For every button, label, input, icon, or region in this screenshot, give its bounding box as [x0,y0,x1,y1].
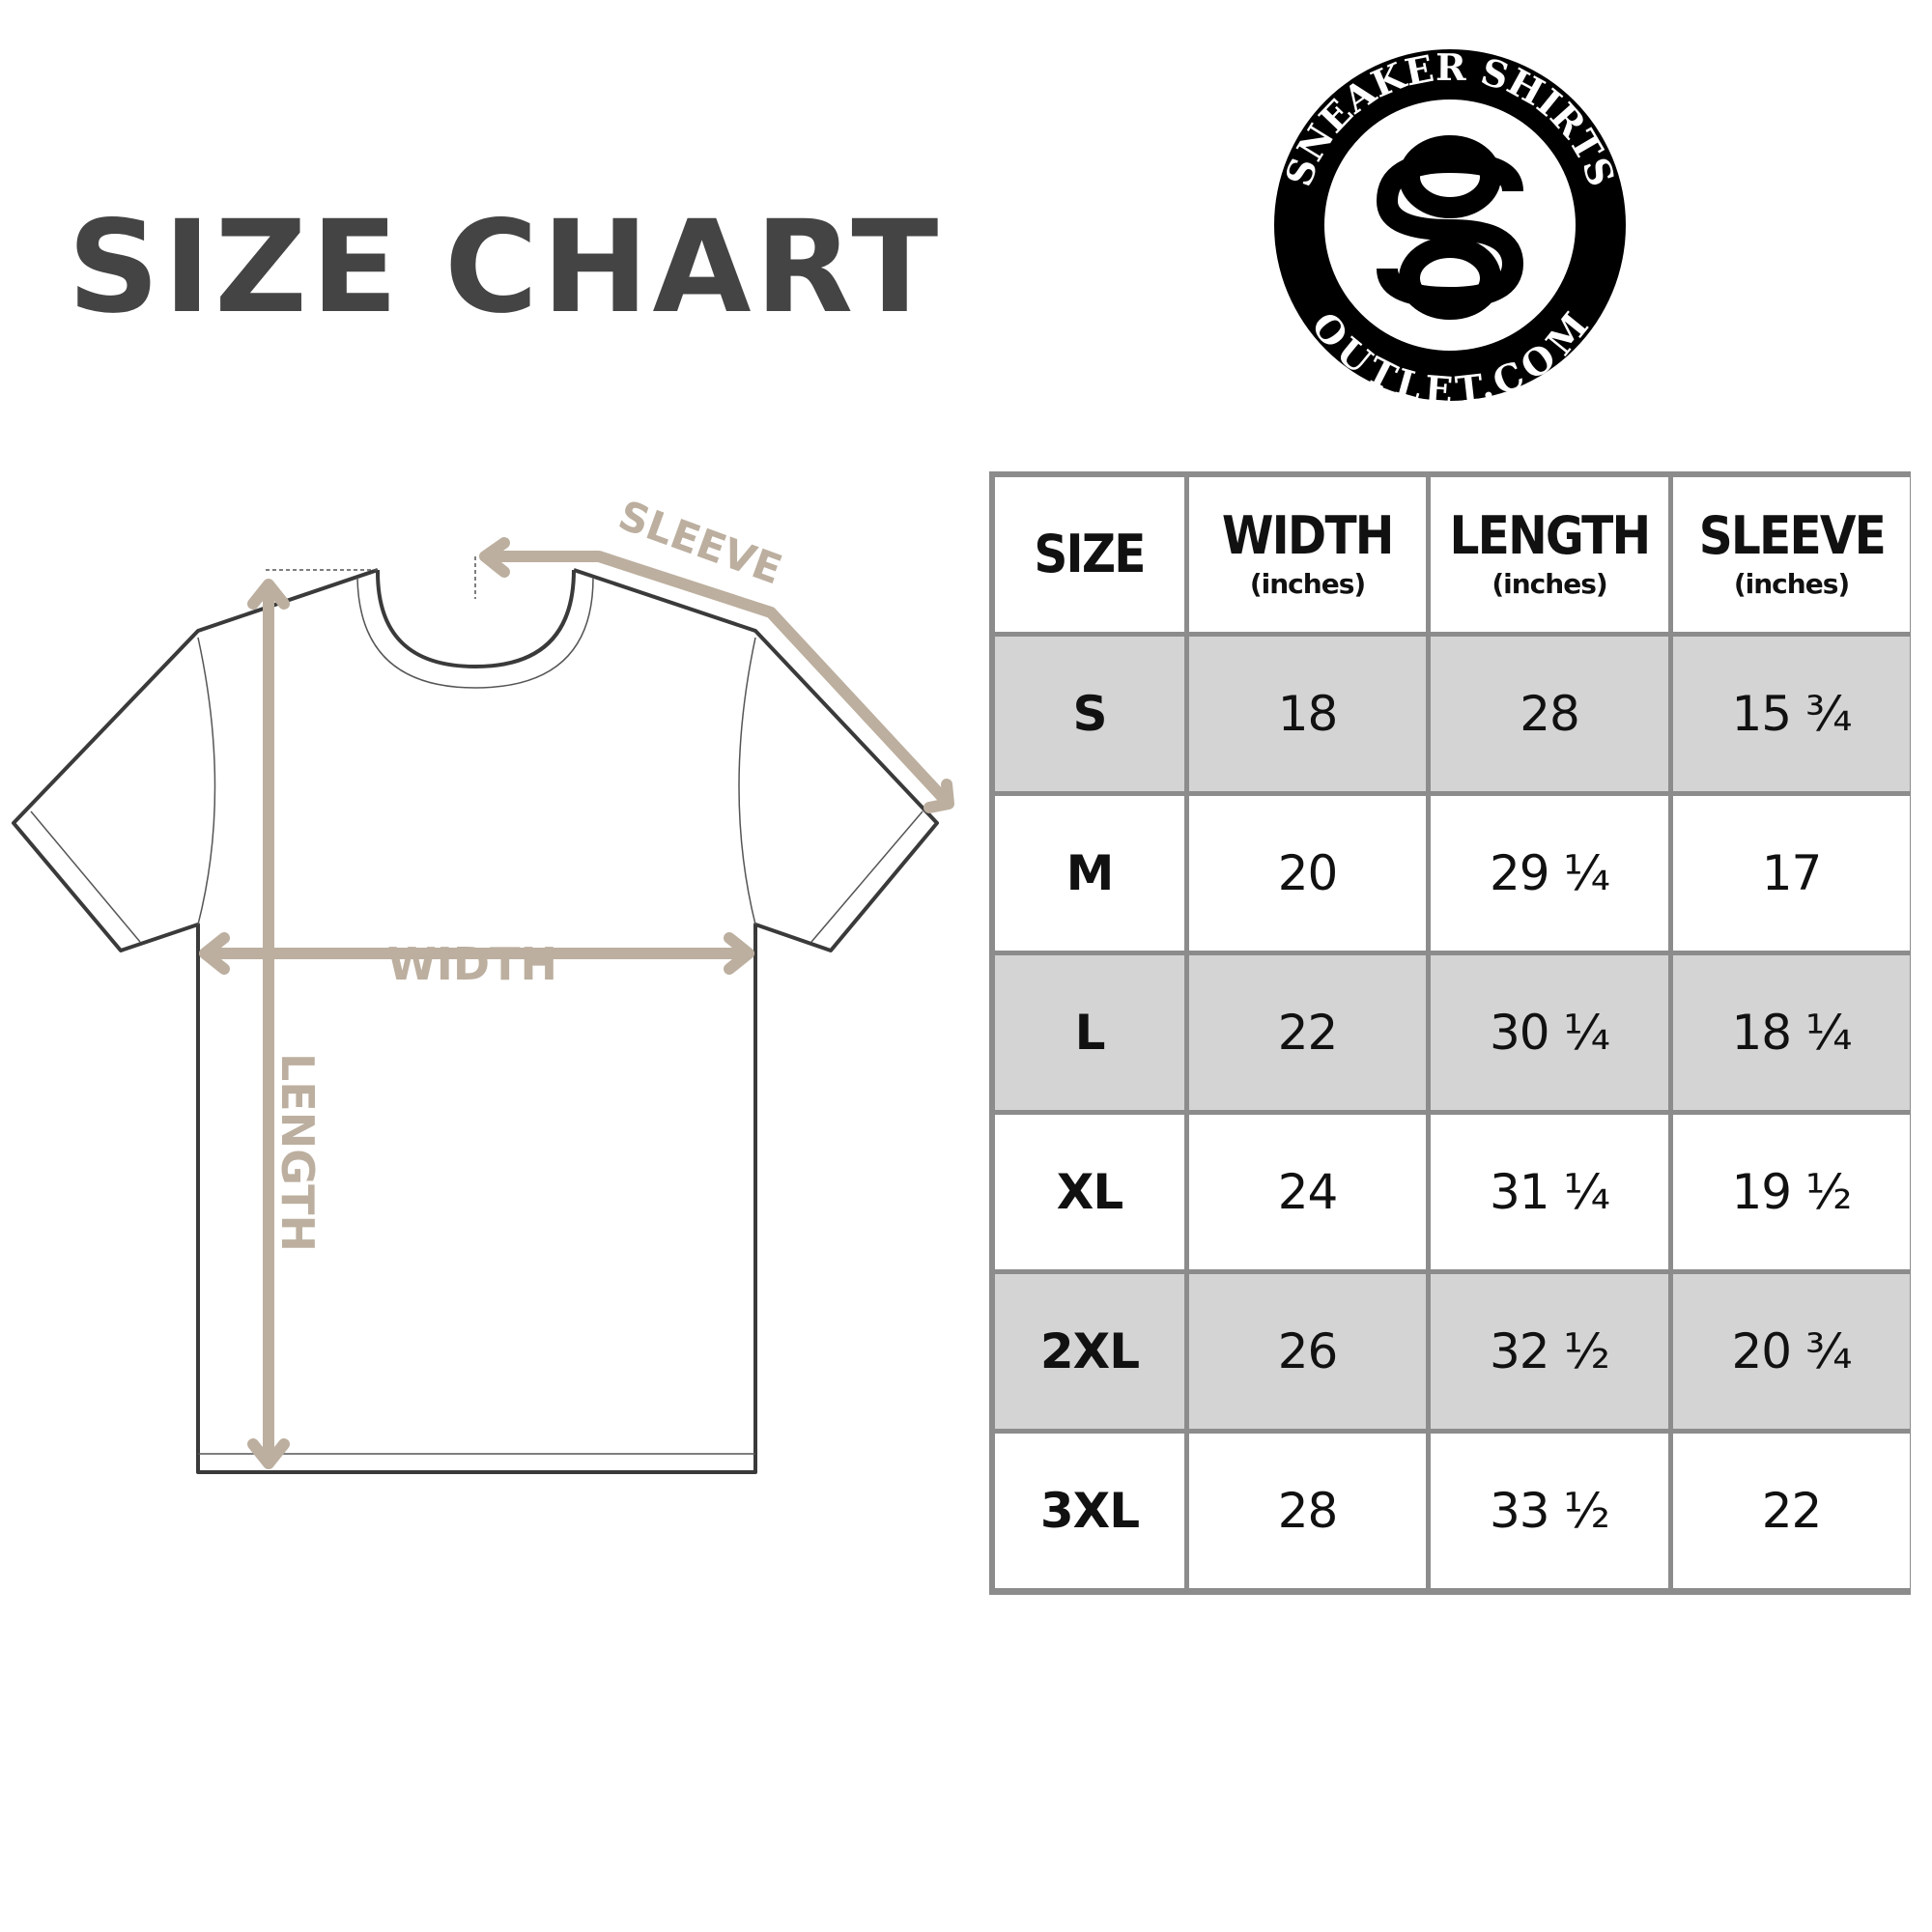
table-cell-text: 32 ½ [1490,1323,1610,1379]
length-label: LENGTH [271,1053,324,1252]
value-cell: 30 ¼ [1431,955,1668,1110]
size-cell: XL [995,1115,1184,1269]
value-cell: 33 ½ [1431,1434,1668,1588]
width-arrow [199,932,754,975]
table-cell-text: 3XL [1039,1483,1140,1539]
header-unit: (inches) [1492,567,1607,600]
header-label: SLEEVE [1698,504,1886,566]
table-cell-text: 29 ¼ [1490,845,1610,901]
size-cell: L [995,955,1184,1110]
size-cell: M [995,796,1184,951]
header-sleeve: SLEEVE (inches) [1673,477,1910,632]
value-cell: 24 [1189,1115,1426,1269]
table-cell-text: 17 [1761,845,1823,901]
header-unit: (inches) [1733,567,1850,600]
header-unit: (inches) [1249,567,1366,600]
size-cell: S [995,637,1184,791]
value-cell: 31 ¼ [1431,1115,1668,1269]
table-cell-text: 28 [1520,686,1580,742]
table-cell-text: M [1065,845,1115,901]
table-cell-text: 31 ¼ [1490,1164,1610,1220]
measurement-arrows [199,537,954,1469]
header-label: WIDTH [1222,504,1395,566]
value-cell: 17 [1673,796,1910,951]
size-table: SIZE WIDTH (inches) LENGTH (inches) SLEEVE… [989,471,1911,1595]
monogram-icon [1376,135,1524,320]
value-cell: 28 [1189,1434,1426,1588]
sleeve-arrow [479,537,954,813]
tshirt-outline [12,568,939,1474]
header-label: LENGTH [1449,504,1652,566]
table-cell-text: 28 [1277,1483,1339,1539]
table-cell-text: 18 ¼ [1731,1005,1853,1061]
page-title: SIZE CHART [68,193,984,342]
value-cell: 20 [1189,796,1426,951]
header-size: SIZE [995,477,1184,632]
value-cell: 18 ¼ [1673,955,1910,1110]
tshirt-seams [30,556,923,1455]
tshirt-diagram: WIDTH LENGTH SLEEVE [12,491,954,1474]
value-cell: 28 [1431,637,1668,791]
table-cell-text: XL [1056,1164,1123,1220]
table-cell-text: 20 ¾ [1731,1323,1853,1379]
table-cell-text: L [1074,1005,1106,1061]
size-cell: 2XL [995,1274,1184,1429]
sleeve-label: SLEEVE [612,491,788,593]
table-cell-text: 18 [1277,686,1339,742]
value-cell: 22 [1189,955,1426,1110]
width-label: WIDTH [387,938,557,990]
header-width: WIDTH (inches) [1189,477,1426,632]
value-cell: 19 ½ [1673,1115,1910,1269]
value-cell: 29 ¼ [1431,796,1668,951]
value-cell: 26 [1189,1274,1426,1429]
value-cell: 15 ¾ [1673,637,1910,791]
table-cell-text: 24 [1277,1164,1339,1220]
header-label: SIZE [1034,524,1147,584]
table-cell-text: 15 ¾ [1731,686,1853,742]
value-cell: 22 [1673,1434,1910,1588]
table-cell-text: 19 ½ [1731,1164,1853,1220]
table-cell-text: 22 [1277,1005,1339,1061]
value-cell: 32 ½ [1431,1274,1668,1429]
header-length: LENGTH (inches) [1431,477,1668,632]
table-cell-text: 33 ½ [1490,1483,1610,1539]
title-word-size: SIZE [68,193,403,342]
table-cell-text: 20 [1277,845,1339,901]
table-cell-text: 26 [1277,1323,1339,1379]
table-cell-text: S [1072,686,1107,742]
value-cell: 18 [1189,637,1426,791]
size-cell: 3XL [995,1434,1184,1588]
value-cell: 20 ¾ [1673,1274,1910,1429]
table-cell-text: 30 ¼ [1490,1005,1610,1061]
length-arrow [247,579,290,1469]
brand-logo: SNEAKER SHIRTS OUTLET.COM [1274,46,1626,404]
table-cell-text: 22 [1761,1483,1823,1539]
table-cell-text: 2XL [1039,1323,1140,1379]
title-word-chart: CHART [444,193,943,342]
